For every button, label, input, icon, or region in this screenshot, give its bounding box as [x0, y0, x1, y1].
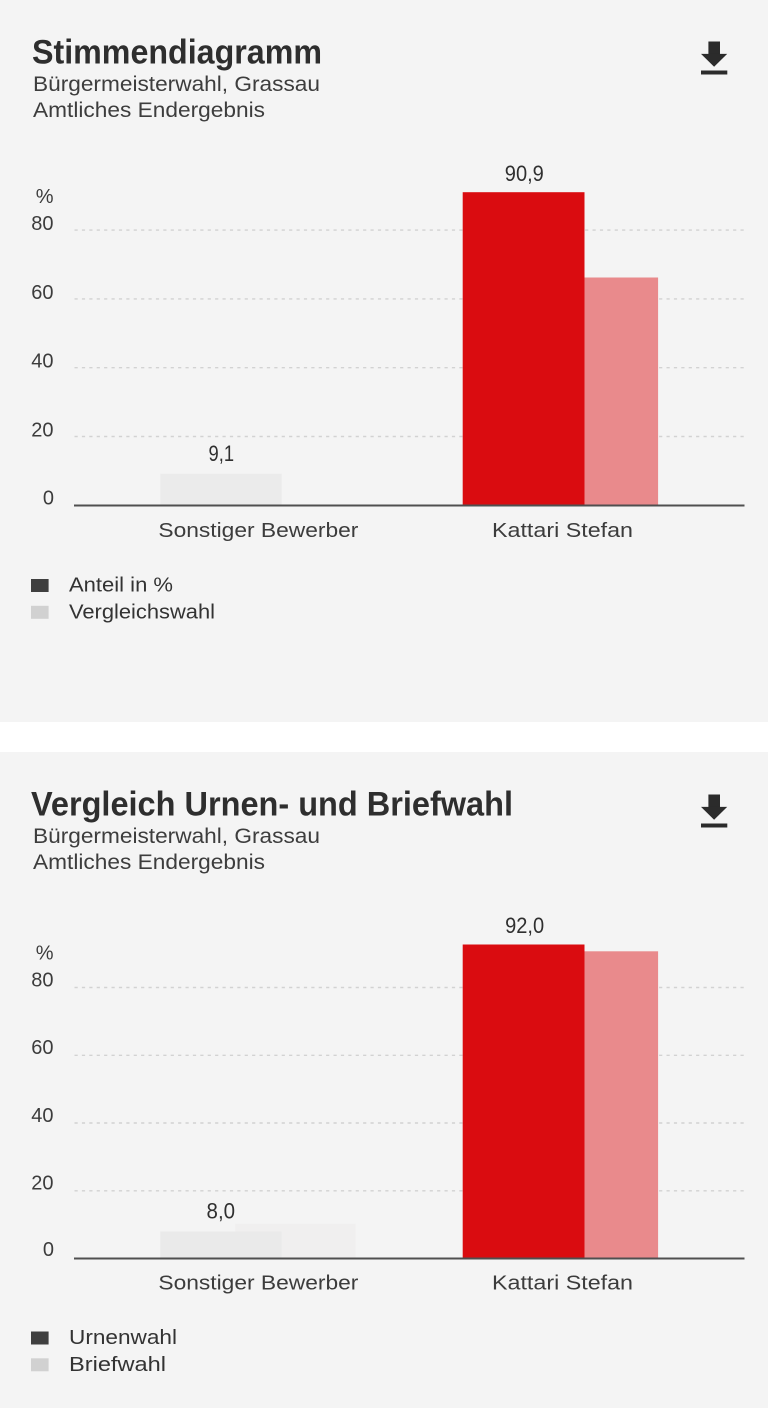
svg-text:80: 80 [31, 213, 53, 235]
svg-text:Kattari Stefan: Kattari Stefan [492, 520, 633, 542]
svg-text:%: % [36, 186, 54, 208]
svg-text:80: 80 [31, 969, 53, 991]
svg-text:Anteil in %: Anteil in % [69, 575, 173, 597]
svg-text:Bürgermeisterwahl, Grassau: Bürgermeisterwahl, Grassau [33, 73, 320, 96]
svg-text:Sonstiger Bewerber: Sonstiger Bewerber [158, 520, 358, 542]
svg-text:0: 0 [43, 1239, 54, 1261]
svg-text:Bürgermeisterwahl, Grassau: Bürgermeisterwahl, Grassau [33, 825, 320, 848]
svg-text:Vergleich Urnen- und Briefwahl: Vergleich Urnen- und Briefwahl [31, 786, 513, 824]
svg-text:Vergleichswahl: Vergleichswahl [69, 601, 215, 623]
svg-text:60: 60 [31, 282, 53, 304]
svg-text:%: % [36, 943, 54, 965]
svg-text:40: 40 [31, 1105, 53, 1127]
svg-text:20: 20 [31, 420, 53, 442]
svg-text:Kattari Stefan: Kattari Stefan [492, 1273, 633, 1295]
svg-text:92,0: 92,0 [505, 913, 544, 938]
svg-text:60: 60 [31, 1037, 53, 1059]
svg-text:Briefwahl: Briefwahl [69, 1354, 166, 1376]
svg-text:Amtliches Endergebnis: Amtliches Endergebnis [33, 99, 265, 122]
svg-text:Stimmendiagramm: Stimmendiagramm [32, 34, 322, 72]
svg-text:0: 0 [43, 487, 54, 509]
svg-text:90,9: 90,9 [505, 161, 544, 186]
svg-text:Urnenwahl: Urnenwahl [69, 1327, 177, 1349]
svg-text:20: 20 [31, 1173, 53, 1195]
svg-text:Amtliches Endergebnis: Amtliches Endergebnis [33, 851, 265, 874]
svg-text:8,0: 8,0 [207, 1198, 236, 1223]
svg-text:Sonstiger Bewerber: Sonstiger Bewerber [158, 1273, 358, 1295]
svg-text:9,1: 9,1 [209, 441, 235, 466]
svg-text:40: 40 [31, 351, 53, 373]
